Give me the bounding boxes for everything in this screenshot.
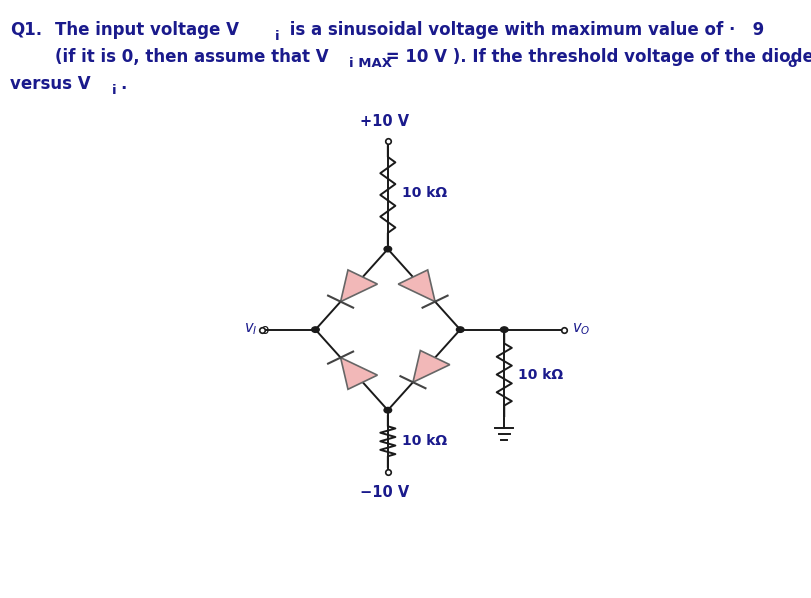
Text: i: i xyxy=(274,30,279,43)
Circle shape xyxy=(500,327,508,332)
Text: +10 V: +10 V xyxy=(360,114,409,129)
Text: 10 kΩ: 10 kΩ xyxy=(517,368,563,382)
Text: versus V: versus V xyxy=(10,75,90,93)
Text: −10 V: −10 V xyxy=(359,485,409,501)
Circle shape xyxy=(311,327,319,332)
Text: .: . xyxy=(120,75,127,93)
Text: Q1.: Q1. xyxy=(10,21,42,39)
Text: i: i xyxy=(112,84,117,97)
Polygon shape xyxy=(413,350,449,382)
Text: o: o xyxy=(787,57,796,70)
Polygon shape xyxy=(340,270,377,301)
Text: o: o xyxy=(260,322,268,337)
Text: $v_O$: $v_O$ xyxy=(571,321,589,337)
Text: (if it is 0, then assume that V: (if it is 0, then assume that V xyxy=(55,48,328,66)
Circle shape xyxy=(384,407,391,413)
Polygon shape xyxy=(397,270,435,301)
Text: 10 kΩ: 10 kΩ xyxy=(401,185,446,200)
Text: is a sinusoidal voltage with maximum value of ·   9: is a sinusoidal voltage with maximum val… xyxy=(284,21,763,39)
Circle shape xyxy=(384,246,391,252)
Text: 10 kΩ: 10 kΩ xyxy=(401,434,446,448)
Text: $v_I$: $v_I$ xyxy=(244,321,257,337)
Text: The input voltage V: The input voltage V xyxy=(55,21,239,39)
Polygon shape xyxy=(340,358,377,389)
Circle shape xyxy=(456,327,463,332)
Text: = 10 V ). If the threshold voltage of the diodes is 0.1 V, plot V: = 10 V ). If the threshold voltage of th… xyxy=(380,48,811,66)
Text: i MAX: i MAX xyxy=(349,57,392,70)
